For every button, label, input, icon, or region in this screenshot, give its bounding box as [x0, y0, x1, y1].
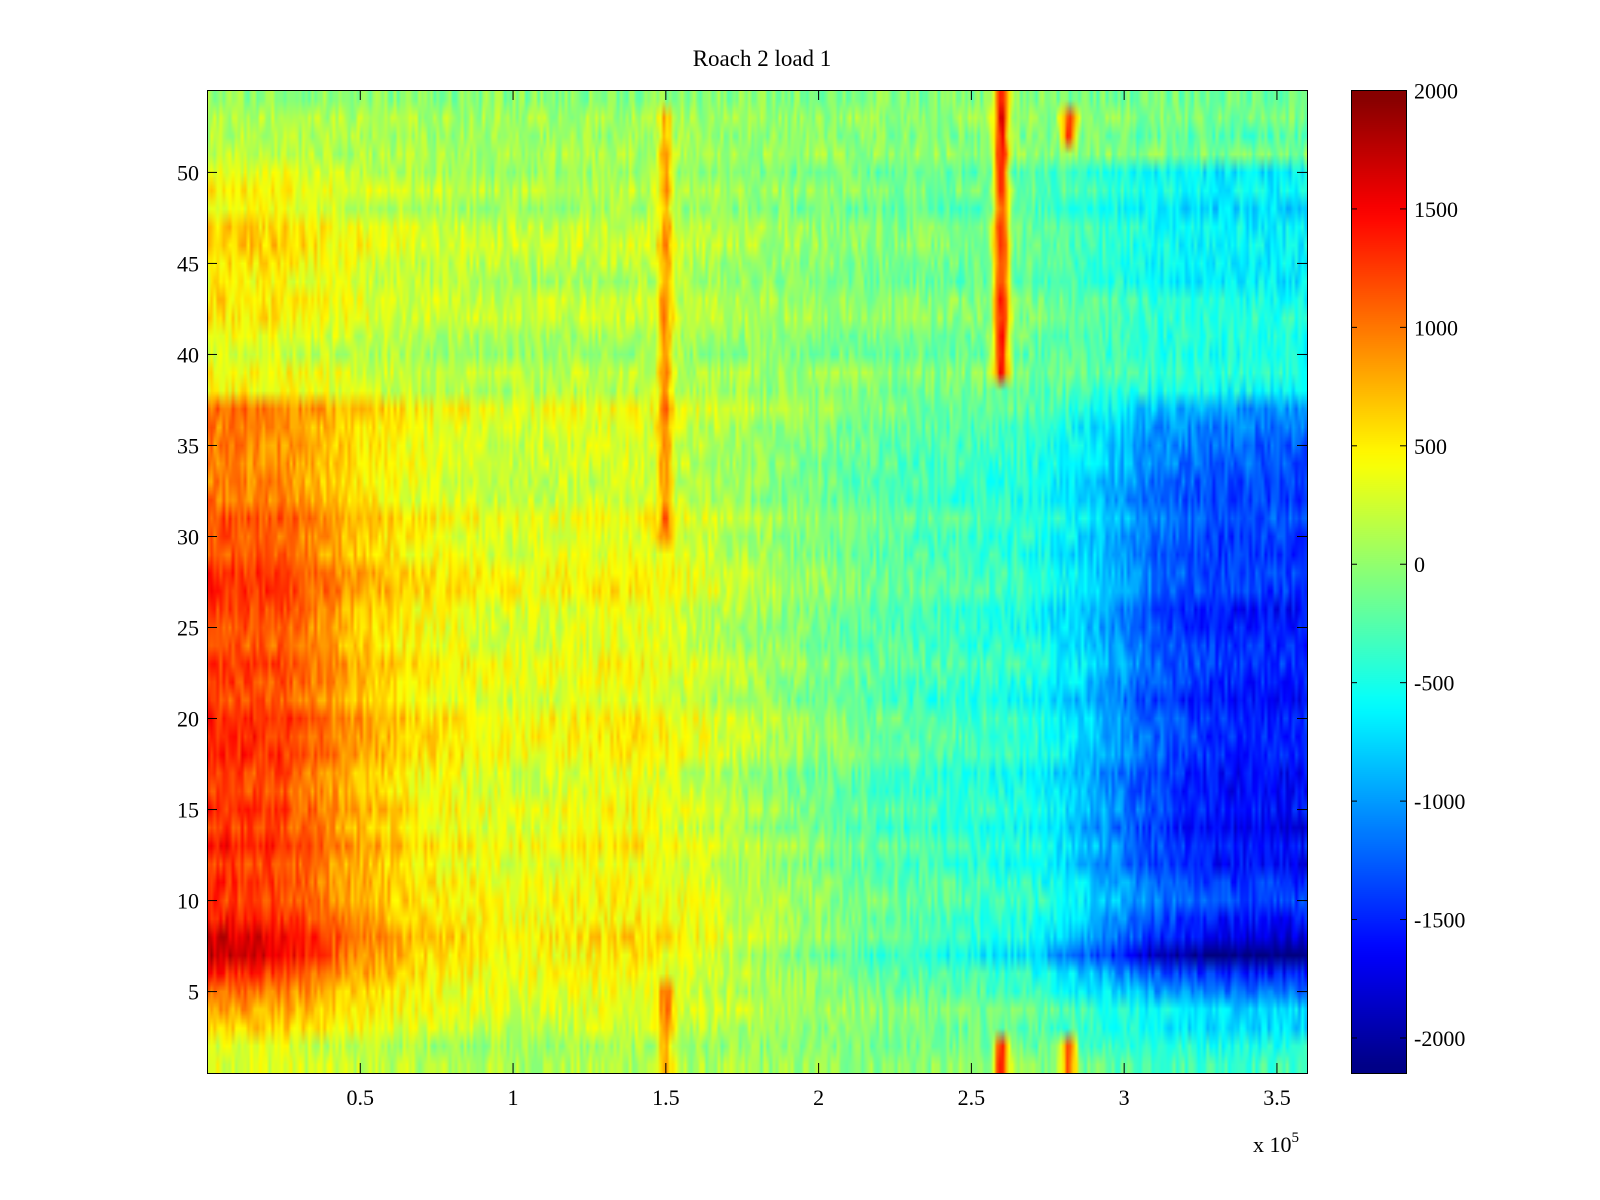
x-tick-label: 0.5: [347, 1085, 375, 1110]
y-tick-label: 10: [177, 889, 199, 914]
x-axis-ticks: 0.5 1 1.5 2 2.5 3 3.5: [347, 90, 1291, 1110]
y-tick-label: 35: [177, 433, 199, 458]
y-tick-label: 30: [177, 524, 199, 549]
x-tick-label: 1: [508, 1085, 519, 1110]
colorbar-tick-label: 1500: [1414, 197, 1458, 222]
colorbar-tick-label: 0: [1414, 552, 1425, 577]
plot-frame: [207, 90, 1308, 1074]
colorbar-gradient: [1351, 90, 1406, 1073]
x-tick-label: 2.5: [958, 1085, 986, 1110]
colorbar-tick-label: -500: [1414, 671, 1454, 696]
y-tick-label: 50: [177, 160, 199, 185]
y-tick-label: 45: [177, 251, 199, 276]
chart-title: Roach 2 load 1: [693, 46, 832, 71]
colorbar-tick-label: -2000: [1414, 1026, 1465, 1051]
x-multiplier-base: x 10: [1253, 1132, 1292, 1157]
colorbar-tick-label: -1000: [1414, 789, 1465, 814]
colorbar-tick-label: 2000: [1414, 79, 1458, 104]
y-axis-ticks: 5 10 15 20 25 30 35 40 45 50: [177, 160, 1307, 1005]
y-tick-label: 5: [188, 980, 199, 1005]
x-tick-label: 1.5: [652, 1085, 680, 1110]
colorbar-tick-label: -1500: [1414, 908, 1465, 933]
colorbar-tick-label: 1000: [1414, 315, 1458, 340]
heatmap-plot-area: 0.5 1 1.5 2 2.5 3 3.5 5 10 15 20 25 30 35 40 45 50: [177, 90, 1308, 1110]
colorbar: -2000 -1500 -1000 -500 0 500 1000 1500 2000: [1351, 79, 1465, 1074]
colorbar-ticks: -2000 -1500 -1000 -500 0 500 1000 1500 2000: [1351, 79, 1465, 1051]
x-tick-label: 3.5: [1263, 1085, 1291, 1110]
x-multiplier-exponent: 5: [1292, 1130, 1300, 1146]
x-multiplier-label: x 105: [1253, 1130, 1299, 1157]
y-tick-label: 15: [177, 798, 199, 823]
colorbar-tick-label: 500: [1414, 434, 1447, 459]
heatmap-image: [207, 90, 1307, 1073]
colorbar-frame: [1351, 90, 1407, 1074]
x-tick-label: 3: [1119, 1085, 1130, 1110]
y-tick-label: 20: [177, 707, 199, 732]
x-tick-label: 2: [813, 1085, 824, 1110]
y-tick-label: 25: [177, 616, 199, 641]
y-tick-label: 40: [177, 342, 199, 367]
